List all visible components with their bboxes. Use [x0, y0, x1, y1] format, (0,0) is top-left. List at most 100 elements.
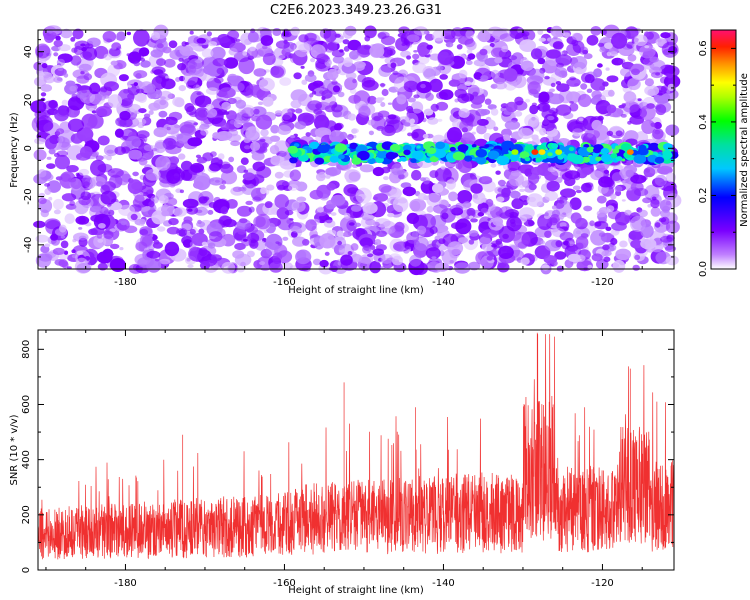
heatmap-cell — [439, 74, 449, 80]
heatmap-cell — [186, 80, 197, 89]
heatmap-cell — [578, 46, 589, 55]
heatmap-cell — [152, 242, 163, 249]
heatmap-cell — [465, 29, 475, 39]
heatmap-cell — [570, 212, 582, 224]
heatmap-band-cell — [357, 150, 370, 161]
heatmap-cell — [78, 235, 87, 241]
heatmap-band-cell — [399, 156, 406, 162]
heatmap-cell — [630, 174, 647, 184]
heatmap-cell — [269, 135, 281, 142]
heatmap-cell — [146, 83, 156, 93]
heatmap-cell — [489, 42, 495, 48]
heatmap-cell — [453, 29, 466, 37]
heatmap-cell — [547, 115, 555, 121]
snr-xlabel: Height of straight line (km) — [288, 585, 424, 596]
heatmap-band-cell — [484, 144, 490, 148]
heatmap-cell — [593, 68, 603, 78]
heatmap-cell — [550, 82, 556, 88]
heatmap-cell — [558, 213, 565, 220]
x-tick-label: -180 — [114, 277, 137, 288]
heatmap-cell — [612, 259, 626, 273]
heatmap-cell — [447, 241, 464, 256]
heatmap-cell — [494, 57, 503, 64]
heatmap-cell — [293, 40, 310, 58]
heatmap-cell — [290, 222, 307, 234]
heatmap-cell — [63, 73, 69, 78]
heatmap-cell — [642, 197, 652, 204]
heatmap-cell — [469, 215, 474, 220]
heatmap-cell — [56, 128, 65, 135]
heatmap-cell — [555, 54, 573, 66]
heatmap-cell — [490, 108, 499, 116]
heatmap-cell — [624, 209, 632, 216]
heatmap-cell — [193, 122, 199, 126]
heatmap-cell — [276, 207, 290, 220]
heatmap-cell — [567, 253, 581, 263]
heatmap-cell — [61, 99, 69, 106]
heatmap-cell — [575, 189, 582, 194]
heatmap-cell — [58, 259, 68, 268]
heatmap-cell — [520, 60, 534, 71]
heatmap-band-cell — [430, 156, 439, 163]
heatmap-cell — [193, 172, 211, 191]
heatmap-cell — [199, 125, 205, 131]
spectrogram-ylabel: Frequency (Hz) — [9, 112, 20, 188]
heatmap-cell — [301, 79, 308, 85]
heatmap-cell — [629, 115, 645, 125]
heatmap-cell — [591, 90, 602, 99]
heatmap-cell — [40, 92, 47, 97]
heatmap-cell — [44, 218, 61, 230]
heatmap-cell — [135, 88, 144, 94]
heatmap-band-cell — [351, 157, 362, 165]
y-tick-label: -20 — [23, 188, 34, 204]
heatmap-cell — [514, 110, 523, 117]
heatmap-cell — [102, 155, 108, 159]
heatmap-cell — [458, 237, 468, 244]
heatmap-cell — [156, 226, 166, 232]
heatmap-cell — [639, 105, 656, 121]
heatmap-cell — [251, 151, 265, 161]
heatmap-cell — [48, 196, 53, 201]
heatmap-cell — [204, 108, 218, 118]
heatmap-cell — [561, 240, 570, 250]
heatmap-cell — [529, 68, 545, 82]
heatmap-cell — [630, 239, 643, 249]
heatmap-cell — [294, 121, 307, 130]
x-tick-label: -180 — [114, 578, 137, 589]
colorbar-frame — [710, 29, 737, 270]
heatmap-cell — [470, 218, 478, 223]
heatmap-cell — [640, 238, 657, 250]
heatmap-cell — [530, 48, 543, 60]
heatmap-cell — [556, 83, 570, 92]
heatmap-cell — [597, 42, 605, 47]
heatmap-cell — [457, 190, 473, 204]
heatmap-cell — [377, 31, 390, 39]
heatmap-cell — [207, 209, 214, 215]
heatmap-cell — [91, 110, 97, 114]
heatmap-cell — [413, 50, 418, 53]
heatmap-cell — [598, 176, 613, 188]
heatmap-cell — [82, 181, 90, 189]
heatmap-cell — [357, 45, 374, 55]
heatmap-band-cell — [501, 143, 511, 150]
heatmap-cell — [133, 82, 138, 87]
heatmap-cell — [491, 244, 497, 248]
heatmap-cell — [274, 110, 283, 116]
heatmap-cell — [253, 68, 267, 77]
heatmap-cell — [573, 226, 590, 240]
heatmap-cell — [526, 193, 544, 208]
heatmap-cell — [664, 245, 677, 252]
heatmap-cell — [569, 102, 579, 112]
heatmap-cell — [396, 94, 407, 105]
heatmap-cell — [70, 37, 76, 42]
heatmap-cell — [540, 137, 550, 145]
heatmap-cell — [40, 84, 53, 92]
heatmap-cell — [240, 261, 246, 267]
heatmap-cell — [417, 193, 427, 201]
heatmap-cell — [55, 35, 61, 41]
heatmap-band-cell — [435, 141, 446, 150]
heatmap-cell — [432, 29, 445, 42]
heatmap-cell — [509, 213, 515, 218]
heatmap-cell — [277, 184, 286, 191]
heatmap-cell — [185, 205, 199, 215]
